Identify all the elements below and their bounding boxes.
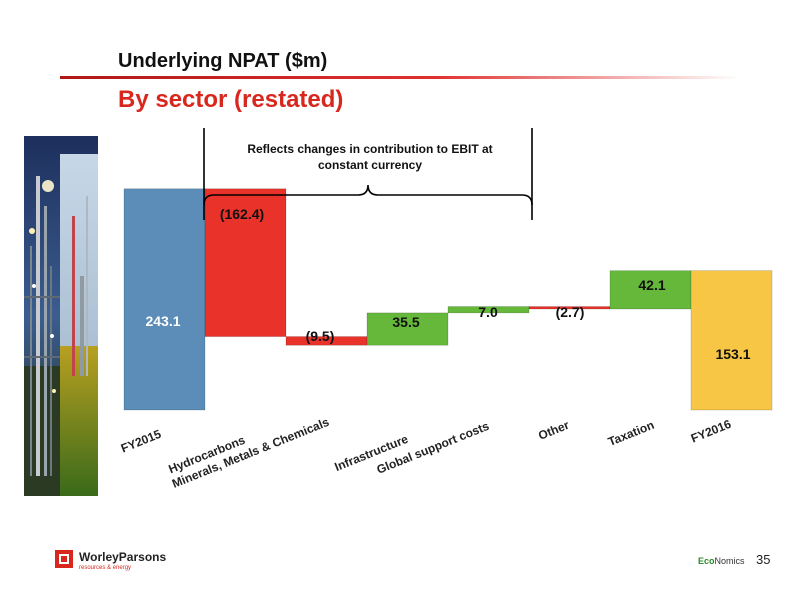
- data-label-1: (162.4): [220, 206, 264, 222]
- data-label-2: (9.5): [306, 328, 335, 344]
- economics-logo-part2: Nomics: [714, 556, 745, 566]
- worleyparsons-logo-icon: [55, 550, 73, 568]
- page-number: 35: [756, 552, 771, 567]
- category-label-0: FY2015: [119, 427, 164, 456]
- category-label-6: Taxation: [606, 418, 656, 449]
- brand-name: WorleyParsons: [79, 550, 167, 564]
- data-label-0: 243.1: [145, 313, 180, 329]
- title-divider: [60, 76, 740, 79]
- bar-6: [609, 270, 692, 310]
- brand-tagline: resources & energy: [79, 565, 132, 571]
- annotation-line-1: Reflects changes in contribution to EBIT…: [247, 142, 492, 156]
- data-label-7: 153.1: [715, 346, 750, 362]
- bar-1: [204, 188, 287, 337]
- slide-title: Underlying NPAT ($m): [118, 50, 328, 72]
- economics-logo: EcoNomics: [698, 556, 745, 566]
- bar-0: [123, 188, 206, 411]
- category-label-5: Other: [536, 418, 571, 443]
- data-label-5: (2.7): [556, 304, 585, 320]
- economics-logo-part1: Eco: [698, 556, 715, 566]
- curly-brace: [203, 184, 533, 206]
- bar-7: [690, 270, 773, 411]
- data-label-6: 42.1: [638, 277, 665, 293]
- data-label-4: 7.0: [478, 304, 498, 320]
- data-label-3: 35.5: [392, 314, 419, 330]
- bar-3: [366, 312, 449, 346]
- slide-subtitle: By sector (restated): [118, 86, 344, 113]
- refinery-photo: [24, 136, 98, 496]
- annotation-line-2: constant currency: [318, 158, 422, 172]
- bar-4: [447, 306, 530, 314]
- category-label-7: FY2016: [689, 417, 734, 446]
